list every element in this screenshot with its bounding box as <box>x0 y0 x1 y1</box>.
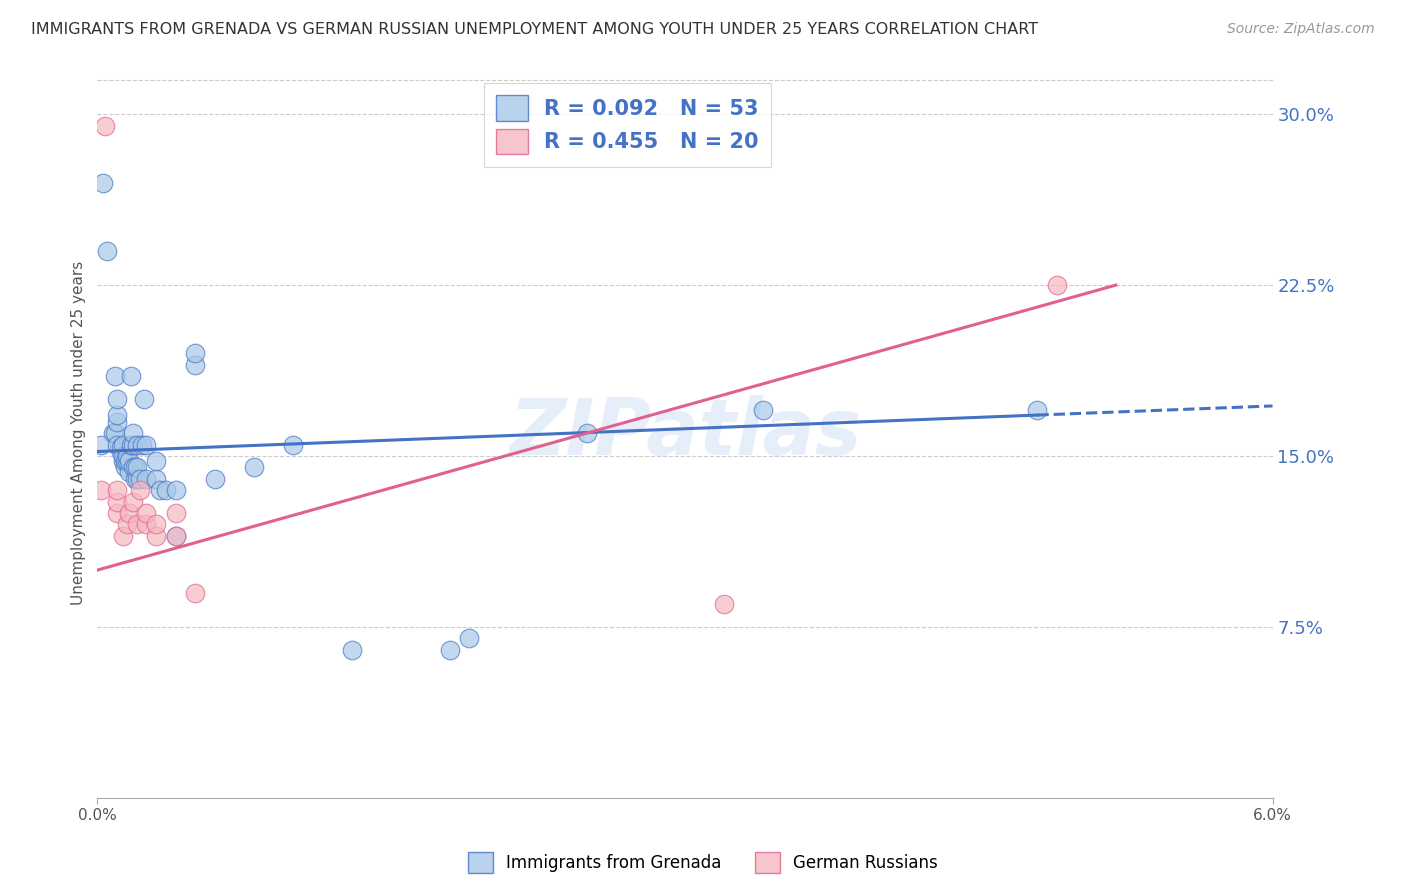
Point <box>145 529 167 543</box>
Point <box>131 438 153 452</box>
Point <box>124 460 146 475</box>
Point <box>118 506 141 520</box>
Legend: Immigrants from Grenada, German Russians: Immigrants from Grenada, German Russians <box>461 846 945 880</box>
Point <box>283 438 305 452</box>
Point <box>111 449 134 463</box>
Point <box>340 643 363 657</box>
Point <box>134 392 156 406</box>
Point <box>165 483 187 498</box>
Point <box>129 472 152 486</box>
Point <box>125 438 148 452</box>
Point <box>121 426 143 441</box>
Point <box>94 119 117 133</box>
Point <box>105 392 128 406</box>
Point <box>125 517 148 532</box>
Point <box>121 460 143 475</box>
Point <box>1026 403 1049 417</box>
Point <box>120 438 142 452</box>
Point <box>120 369 142 384</box>
Point <box>155 483 177 498</box>
Point <box>90 438 112 452</box>
Point <box>135 506 157 520</box>
Y-axis label: Unemployment Among Youth under 25 years: Unemployment Among Youth under 25 years <box>72 261 86 606</box>
Point <box>184 586 207 600</box>
Point <box>91 176 114 190</box>
Point <box>111 438 134 452</box>
Point <box>90 483 112 498</box>
Point <box>104 369 127 384</box>
Point <box>105 494 128 508</box>
Point <box>135 517 157 532</box>
Point <box>713 597 735 611</box>
Point <box>165 529 187 543</box>
Point <box>125 460 148 475</box>
Point <box>115 517 138 532</box>
Point <box>105 415 128 429</box>
Point <box>752 403 775 417</box>
Point <box>439 643 461 657</box>
Point <box>110 440 132 454</box>
Point <box>105 438 128 452</box>
Point <box>110 444 132 458</box>
Point <box>576 426 599 441</box>
Point <box>101 426 124 441</box>
Point <box>104 426 127 441</box>
Point <box>105 408 128 422</box>
Point <box>111 529 134 543</box>
Text: IMMIGRANTS FROM GRENADA VS GERMAN RUSSIAN UNEMPLOYMENT AMONG YOUTH UNDER 25 YEAR: IMMIGRANTS FROM GRENADA VS GERMAN RUSSIA… <box>31 22 1038 37</box>
Point <box>121 494 143 508</box>
Text: Source: ZipAtlas.com: Source: ZipAtlas.com <box>1227 22 1375 37</box>
Point <box>165 529 187 543</box>
Point <box>243 460 266 475</box>
Point <box>111 453 134 467</box>
Point <box>458 632 481 646</box>
Point <box>125 472 148 486</box>
Point <box>114 453 136 467</box>
Point <box>105 506 128 520</box>
Point <box>184 346 207 360</box>
Point <box>145 472 167 486</box>
Point <box>129 483 152 498</box>
Point <box>121 438 143 452</box>
Point <box>149 483 172 498</box>
Point <box>115 449 138 463</box>
Point <box>165 506 187 520</box>
Point <box>105 483 128 498</box>
Point <box>135 472 157 486</box>
Point <box>114 460 136 475</box>
Point <box>145 453 167 467</box>
Text: ZIPatlas: ZIPatlas <box>509 395 860 471</box>
Point <box>145 517 167 532</box>
Point <box>96 244 118 258</box>
Legend: R = 0.092   N = 53, R = 0.455   N = 20: R = 0.092 N = 53, R = 0.455 N = 20 <box>484 83 772 167</box>
Point <box>124 472 146 486</box>
Point <box>204 472 226 486</box>
Point <box>184 358 207 372</box>
Point <box>115 453 138 467</box>
Point <box>135 438 157 452</box>
Point <box>118 453 141 467</box>
Point <box>1046 278 1069 293</box>
Point <box>118 465 141 479</box>
